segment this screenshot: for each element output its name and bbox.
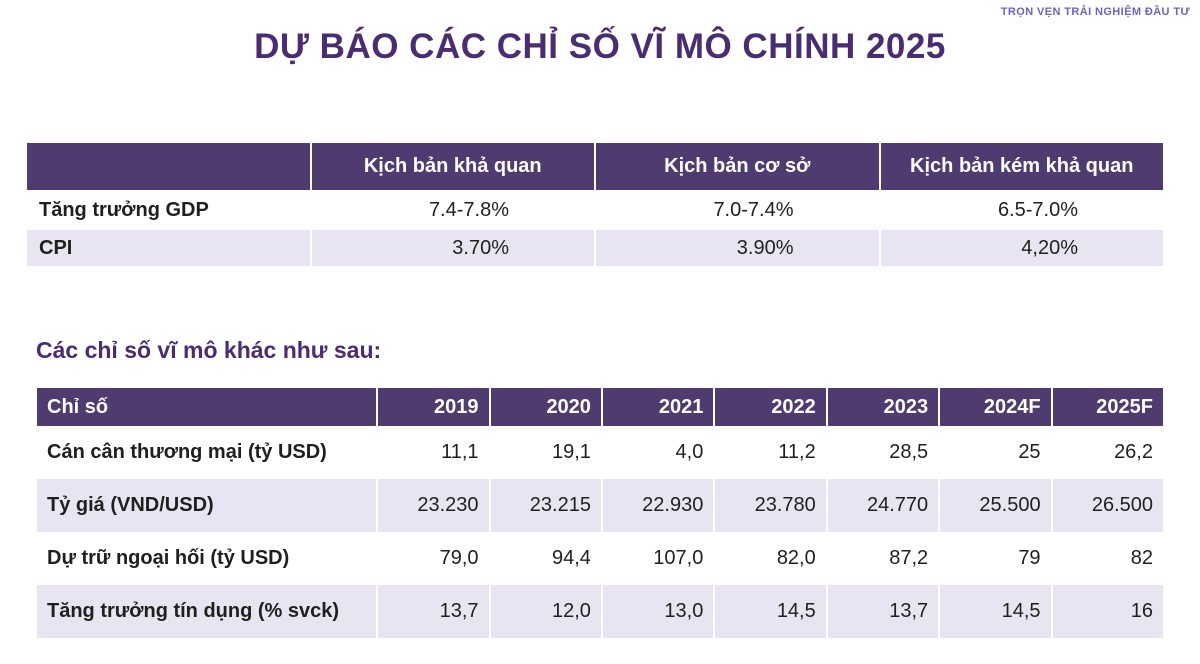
- row-label: Tăng trưởng GDP: [39, 198, 209, 221]
- row-value: 79: [1018, 547, 1041, 569]
- row-value: 7.0-7.4%: [713, 198, 794, 221]
- indicators-header-year: 2021: [602, 388, 714, 426]
- row-value: 12,0: [490, 585, 601, 638]
- page-title: DỰ BÁO CÁC CHỈ SỐ VĨ MÔ CHÍNH 2025: [254, 27, 946, 66]
- row-value: 3.90%: [596, 230, 879, 266]
- indicators-header-year: 2020: [490, 388, 601, 426]
- row-value: 26.500: [1052, 479, 1163, 532]
- row-value: 107,0: [653, 547, 704, 569]
- scenario-header-base: Kịch bản cơ sở: [596, 143, 879, 190]
- row-value: 24.770: [827, 479, 939, 532]
- table-row: Dự trữ ngoại hối (tỷ USD) 79,0 94,4 107,…: [37, 532, 1163, 585]
- row-label: Tăng trưởng tín dụng (% svck): [37, 585, 377, 638]
- row-label: Tỷ giá (VND/USD): [37, 479, 377, 532]
- scenario-table-header-row: Kịch bản khả quan Kịch bản cơ sở Kịch bả…: [27, 143, 1163, 190]
- indicators-header-year: 2019: [378, 388, 489, 426]
- row-label: Cán cân thương mại (tỷ USD): [47, 441, 327, 463]
- row-value: 14,5: [940, 585, 1051, 638]
- row-value: 82,0: [776, 547, 816, 569]
- table-row: Tăng trưởng tín dụng (% svck) 13,7 12,0 …: [37, 585, 1163, 638]
- table-row: Tỷ giá (VND/USD) 23.230 23.215 22.930 23…: [37, 479, 1163, 532]
- row-value: 14,5: [715, 585, 826, 638]
- scenario-table: Kịch bản khả quan Kịch bản cơ sở Kịch bả…: [25, 143, 1165, 266]
- row-value: 22.930: [602, 479, 714, 532]
- row-value: 4,0: [675, 441, 704, 463]
- indicators-table-header-row: Chỉ số 2019 2020 2021 2022 2023 2024F 20…: [37, 388, 1163, 426]
- table-row: CPI 3.70% 3.90% 4,20%: [27, 230, 1163, 266]
- row-value: 26,2: [1114, 441, 1153, 463]
- row-value: 3.70%: [311, 230, 594, 266]
- row-value: 25.500: [940, 479, 1051, 532]
- row-value: 13,7: [827, 585, 939, 638]
- row-value: 23.215: [490, 479, 601, 532]
- row-label: CPI: [27, 230, 310, 266]
- row-value: 11,2: [778, 441, 816, 463]
- row-value: 4,20%: [880, 230, 1163, 266]
- scenario-header-pessimistic: Kịch bản kém khả quan: [880, 143, 1163, 190]
- scenario-header-empty-cell: [27, 143, 310, 190]
- section-heading: Các chỉ số vĩ mô khác như sau:: [36, 337, 382, 363]
- brand-tagline: TRỌN VẸN TRẢI NGHIỆM ĐẦU TƯ: [1000, 6, 1190, 18]
- row-label: Dự trữ ngoại hối (tỷ USD): [47, 547, 290, 569]
- row-value: 13,7: [378, 585, 489, 638]
- indicators-header-year: 2023: [827, 388, 939, 426]
- row-value: 94,4: [552, 547, 591, 569]
- row-value: 79,0: [439, 547, 479, 569]
- row-value: 19,1: [552, 441, 591, 463]
- row-value: 82: [1130, 547, 1153, 569]
- row-value: 16: [1052, 585, 1163, 638]
- scenario-header-optimistic: Kịch bản khả quan: [311, 143, 594, 190]
- indicators-header-year: 2022: [715, 388, 826, 426]
- row-value: 25: [1018, 441, 1041, 463]
- row-value: 11,1: [441, 441, 479, 463]
- indicators-header-label: Chỉ số: [37, 388, 377, 426]
- indicators-header-year: 2025F: [1052, 388, 1163, 426]
- row-value: 6.5-7.0%: [997, 198, 1078, 221]
- indicators-header-year: 2024F: [940, 388, 1051, 426]
- row-value: 87,2: [889, 547, 929, 569]
- table-row: Tăng trưởng GDP 7.4-7.8% 7.0-7.4% 6.5-7.…: [27, 190, 1163, 230]
- table-row: Cán cân thương mại (tỷ USD) 11,1 19,1 4,…: [37, 426, 1163, 479]
- row-value: 23.780: [715, 479, 826, 532]
- row-value: 13,0: [602, 585, 714, 638]
- row-value: 23.230: [378, 479, 489, 532]
- indicators-table: Chỉ số 2019 2020 2021 2022 2023 2024F 20…: [35, 388, 1165, 638]
- row-value: 28,5: [889, 441, 929, 463]
- row-value: 7.4-7.8%: [428, 198, 509, 221]
